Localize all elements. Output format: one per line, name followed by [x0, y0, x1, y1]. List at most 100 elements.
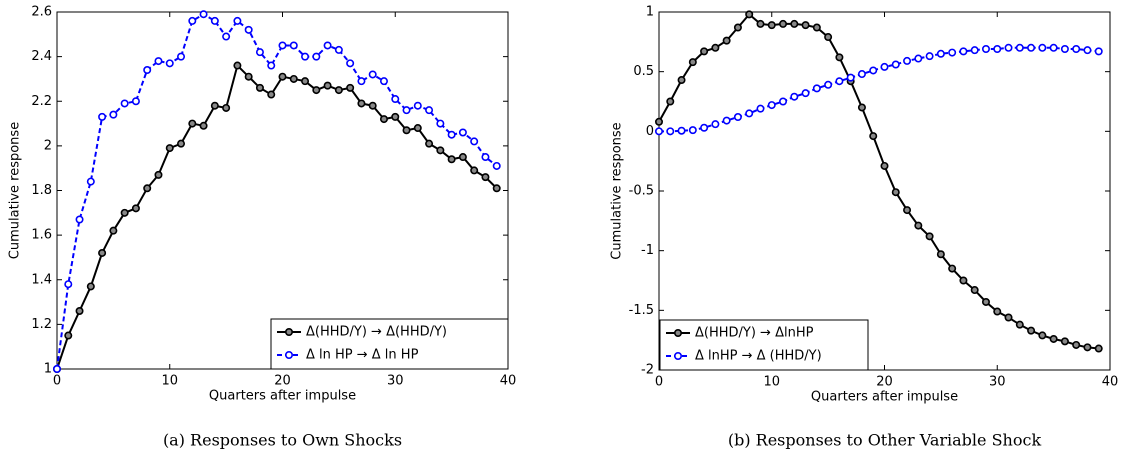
marker: [402, 126, 411, 135]
marker: [120, 208, 129, 217]
marker: [425, 106, 434, 115]
marker: [346, 59, 355, 68]
y-tick-label: -0.5: [629, 184, 654, 199]
y-tick-label: 2.4: [31, 49, 52, 64]
marker: [745, 10, 754, 19]
y-tick-label: 1.6: [31, 228, 52, 243]
marker: [267, 61, 276, 70]
marker: [188, 16, 197, 25]
marker: [654, 117, 663, 126]
y-tick-label: 2.2: [31, 94, 52, 109]
marker: [925, 52, 934, 61]
marker: [289, 74, 298, 83]
marker: [413, 101, 422, 110]
legend: Δ(HHD/Y) → Δ(HHD/Y) Δ ln HP → Δ ln HP: [270, 318, 509, 370]
marker: [666, 97, 675, 106]
marker: [767, 21, 776, 30]
x-tick-label: 10: [161, 374, 178, 389]
x-tick-label: 40: [1102, 375, 1119, 390]
marker: [767, 101, 776, 110]
marker: [481, 153, 490, 162]
marker: [199, 10, 208, 19]
marker: [981, 297, 990, 306]
legend-marker: [284, 327, 293, 336]
marker: [222, 32, 231, 41]
legend-box: [270, 318, 509, 370]
marker: [790, 19, 799, 28]
series-line: [56, 13, 498, 370]
marker: [1038, 43, 1047, 52]
marker: [948, 264, 957, 273]
marker: [1094, 47, 1103, 56]
y-tick-label: -1: [641, 243, 654, 258]
marker: [177, 139, 186, 148]
marker: [52, 364, 61, 373]
y-axis-label: Cumulative response: [610, 122, 625, 259]
marker: [154, 170, 163, 179]
marker: [790, 92, 799, 101]
marker: [165, 59, 174, 68]
marker: [143, 184, 152, 193]
marker: [936, 49, 945, 58]
x-axis-label: Quarters after impulse: [209, 389, 356, 404]
marker: [131, 97, 140, 106]
marker: [700, 123, 709, 132]
marker: [824, 80, 833, 89]
plot-area: [56, 11, 509, 370]
marker: [857, 103, 866, 112]
marker: [334, 86, 343, 95]
y-tick-label: 1: [646, 5, 654, 20]
marker: [447, 130, 456, 139]
marker: [925, 232, 934, 241]
series-line: [56, 63, 498, 370]
legend-marker: [284, 350, 293, 359]
marker: [779, 97, 788, 106]
y-tick-label: 1: [44, 362, 52, 377]
marker: [722, 36, 731, 45]
marker: [1015, 320, 1024, 329]
marker: [869, 132, 878, 141]
legend-marker: [673, 328, 682, 337]
marker: [1072, 340, 1081, 349]
marker: [210, 16, 219, 25]
marker: [869, 66, 878, 75]
marker: [970, 286, 979, 295]
x-tick-label: 20: [876, 375, 893, 390]
marker: [756, 19, 765, 28]
y-tick-label: 1.2: [31, 317, 52, 332]
marker: [824, 33, 833, 42]
marker: [244, 72, 253, 81]
marker: [402, 106, 411, 115]
marker: [154, 57, 163, 66]
marker: [857, 70, 866, 79]
marker: [301, 77, 310, 86]
y-tick-label: 1.8: [31, 183, 52, 198]
marker: [98, 112, 107, 121]
y-tick-label: 2.6: [31, 5, 52, 20]
marker: [880, 62, 889, 71]
marker: [379, 115, 388, 124]
legend-label: Δ ln HP → Δ ln HP: [306, 348, 419, 363]
marker: [357, 77, 366, 86]
marker: [357, 99, 366, 108]
legend-label: Δ lnHP → Δ (HHD/Y): [695, 349, 822, 364]
marker: [903, 206, 912, 215]
series-line: [658, 12, 1099, 350]
marker: [470, 166, 479, 175]
marker: [654, 127, 663, 136]
marker: [1027, 43, 1036, 52]
marker: [959, 276, 968, 285]
marker: [801, 89, 810, 98]
marker: [711, 120, 720, 129]
marker: [1038, 331, 1047, 340]
marker: [1004, 43, 1013, 52]
marker: [959, 47, 968, 56]
marker: [222, 103, 231, 112]
marker: [1060, 44, 1069, 53]
marker: [109, 110, 118, 119]
x-tick-label: 0: [655, 375, 663, 390]
marker: [368, 70, 377, 79]
marker: [711, 43, 720, 52]
legend-label: Δ(HHD/Y) → Δ(HHD/Y): [306, 325, 447, 340]
marker: [447, 155, 456, 164]
